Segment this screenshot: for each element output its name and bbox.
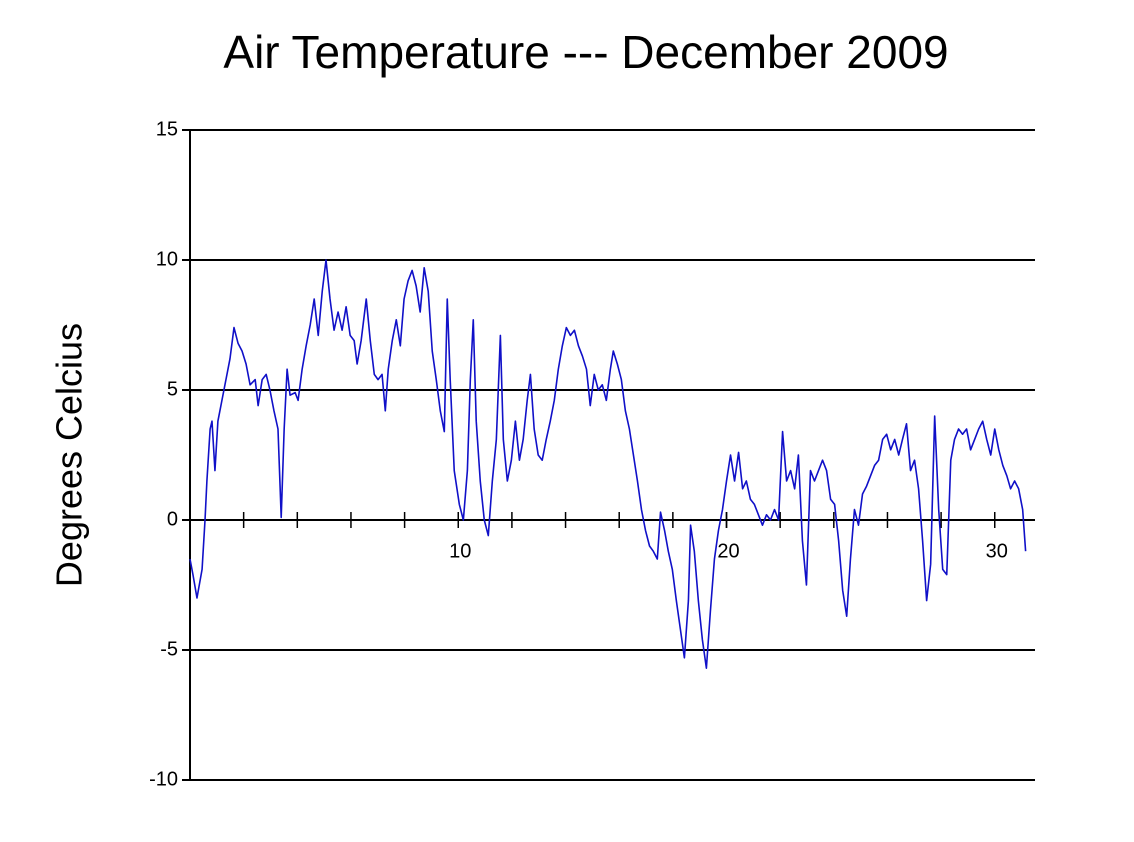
y-tick-label: 10: [156, 248, 178, 270]
x-tick-label: 20: [717, 540, 739, 562]
y-tick-label: -10: [149, 768, 178, 790]
y-tick-label: 15: [156, 118, 178, 140]
chart-title: Air Temperature --- December 2009: [223, 26, 948, 78]
y-tick-label: 0: [167, 508, 178, 530]
x-tick-label: 10: [449, 540, 471, 562]
y-tick-label: 5: [167, 378, 178, 400]
data-line: [189, 259, 1027, 669]
y-tick-label: -5: [160, 638, 178, 660]
x-tick-label: 30: [986, 540, 1008, 562]
y-axis-label: Degrees Celcius: [49, 323, 90, 587]
